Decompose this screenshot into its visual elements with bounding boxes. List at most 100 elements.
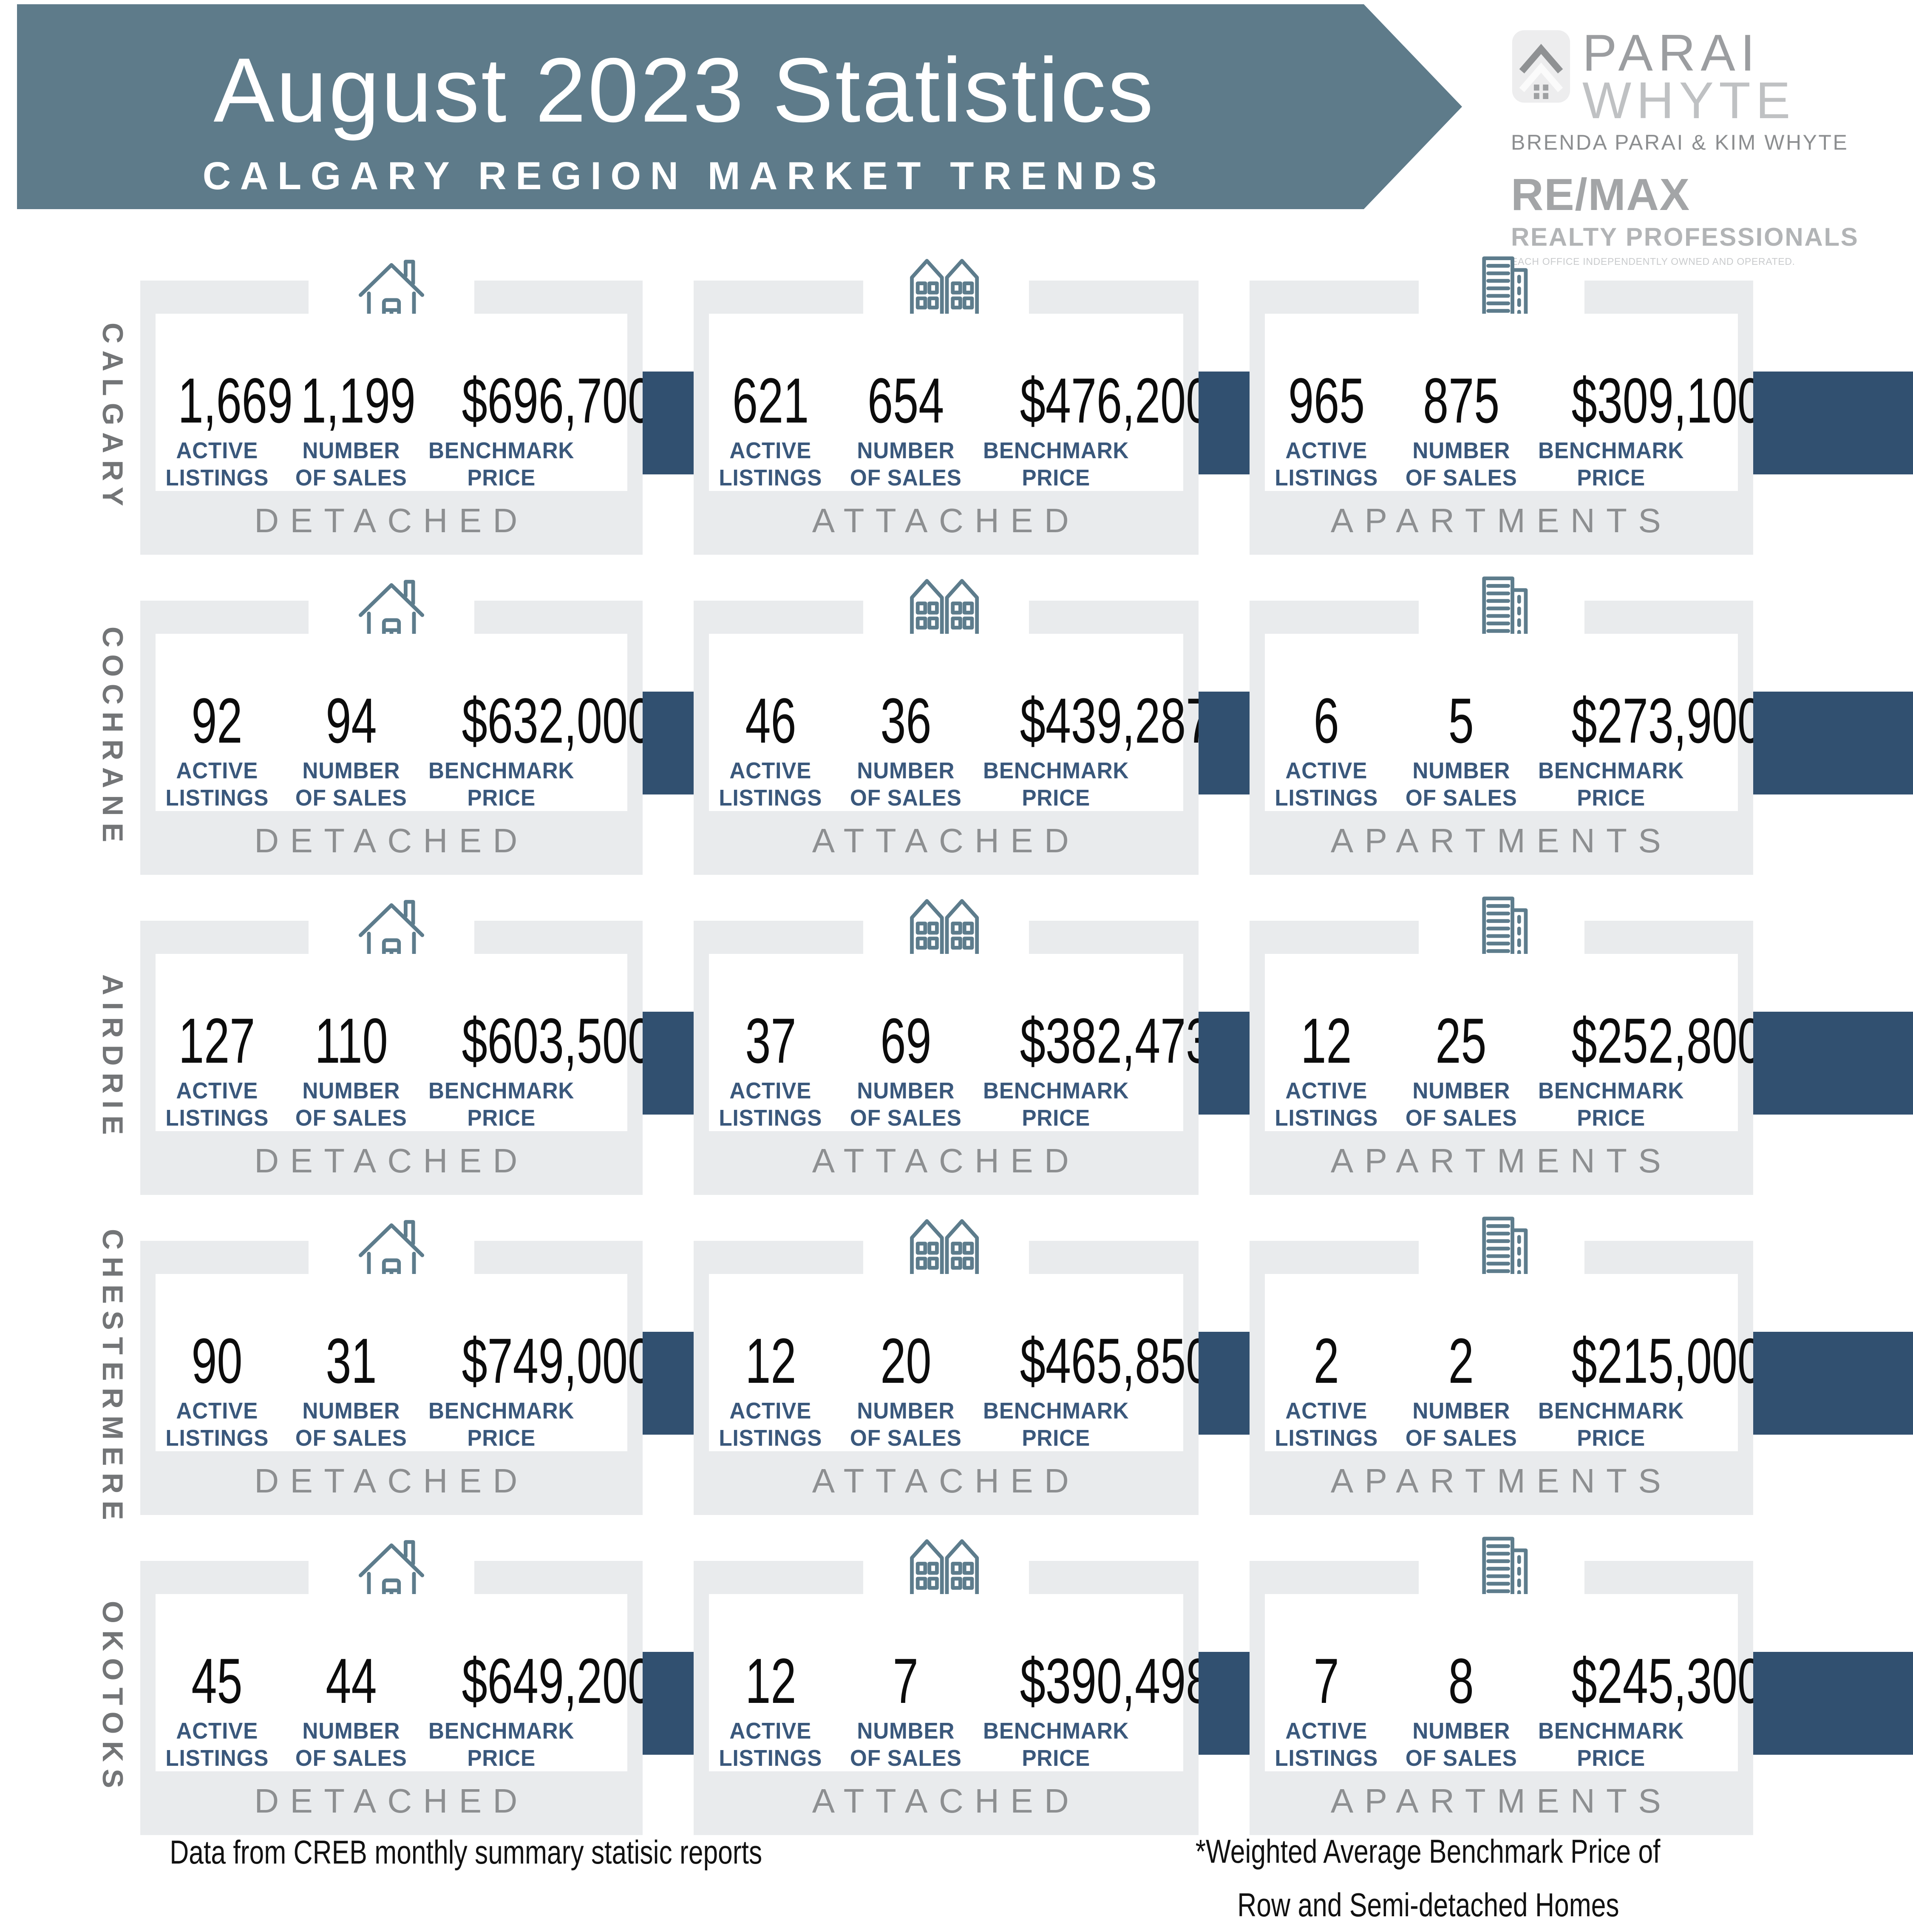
number-of-sales-value: 20 xyxy=(880,1325,932,1396)
stat-card-calgary-apartments: 965 875 $309,100 ACTIVE LISTINGS NUMBER OF… xyxy=(1250,281,1763,555)
benchmark-price-label: BENCHMARK PRICE xyxy=(1538,1718,1684,1771)
number-of-sales-label: NUMBER OF SALES xyxy=(850,1078,962,1131)
active-listings-value: 37 xyxy=(745,1005,796,1076)
number-of-sales-label: NUMBER OF SALES xyxy=(295,1398,407,1451)
active-listings-value: 90 xyxy=(191,1325,243,1396)
stat-card-airdrie-apartments: 12 25 $252,800 ACTIVE LISTINGS NUMBER OF S… xyxy=(1250,921,1763,1195)
number-of-sales-value: 110 xyxy=(315,1005,388,1076)
category-label: APARTMENTS xyxy=(1330,1462,1672,1500)
active-listings-value: 92 xyxy=(191,685,243,756)
active-listings-label: ACTIVE LISTINGS xyxy=(719,1078,822,1131)
stat-card-calgary-attached: 621 654 $476,200* ACTIVE LISTINGS NUMBER O… xyxy=(694,281,1229,555)
brand-name: PARAI WHYTE xyxy=(1582,27,1796,126)
number-of-sales-label: NUMBER OF SALES xyxy=(850,1398,962,1451)
connector-bar xyxy=(1753,1652,1913,1755)
benchmark-price-value: $603,500 xyxy=(462,1005,653,1076)
stat-card-cochrane-attached: 46 36 $439,287* ACTIVE LISTINGS NUMBER OF … xyxy=(694,601,1229,875)
category-label: APARTMENTS xyxy=(1330,1782,1672,1820)
number-of-sales-label: NUMBER OF SALES xyxy=(295,758,407,811)
stat-panel: 6 5 $273,900 ACTIVE LISTINGS NUMBER OF SAL… xyxy=(1265,634,1763,811)
benchmark-price-label: BENCHMARK PRICE xyxy=(428,438,574,491)
category-label: DETACHED xyxy=(254,822,529,860)
category-label: APARTMENTS xyxy=(1330,822,1672,860)
active-listings-label: ACTIVE LISTINGS xyxy=(165,438,269,491)
benchmark-price-value: $465,850* xyxy=(1020,1325,1230,1396)
stat-panel: 12 20 $465,850* ACTIVE LISTINGS NUMBER OF … xyxy=(709,1274,1229,1451)
benchmark-price-label: BENCHMARK PRICE xyxy=(983,1718,1129,1771)
number-of-sales-label: NUMBER OF SALES xyxy=(1405,758,1517,811)
connector-bar xyxy=(643,372,694,474)
stat-panel: 7 8 $245,300 ACTIVE LISTINGS NUMBER OF SAL… xyxy=(1265,1594,1763,1771)
stat-card-chestermere-detached: 90 31 $749,000 ACTIVE LISTINGS NUMBER OF S… xyxy=(140,1241,653,1515)
category-label: APARTMENTS xyxy=(1330,502,1672,539)
benchmark-price-value: $252,800 xyxy=(1571,1005,1763,1076)
active-listings-value: 7 xyxy=(1313,1645,1339,1716)
number-of-sales-label: NUMBER OF SALES xyxy=(850,758,962,811)
connector-bar xyxy=(643,1652,694,1755)
benchmark-price-value: $215,000 xyxy=(1571,1325,1763,1396)
active-listings-label: ACTIVE LISTINGS xyxy=(719,438,822,491)
benchmark-price-label: BENCHMARK PRICE xyxy=(983,1398,1129,1451)
connector-bar xyxy=(1199,1652,1250,1755)
stat-panel: 45 44 $649,200 ACTIVE LISTINGS NUMBER OF S… xyxy=(156,1594,653,1771)
category-label: ATTACHED xyxy=(812,1142,1080,1180)
stat-card-okotoks-detached: 45 44 $649,200 ACTIVE LISTINGS NUMBER OF S… xyxy=(140,1561,653,1835)
active-listings-label: ACTIVE LISTINGS xyxy=(1275,438,1378,491)
category-label: ATTACHED xyxy=(812,502,1080,539)
category-label: ATTACHED xyxy=(812,1782,1080,1820)
benchmark-price-label: BENCHMARK PRICE xyxy=(983,1078,1129,1131)
benchmark-price-label: BENCHMARK PRICE xyxy=(1538,1398,1684,1451)
stat-panel: 90 31 $749,000 ACTIVE LISTINGS NUMBER OF S… xyxy=(156,1274,653,1451)
category-label: DETACHED xyxy=(254,1462,529,1500)
city-label: COCHRANE xyxy=(96,626,129,849)
benchmark-price-value: $476,200* xyxy=(1020,365,1230,436)
number-of-sales-value: 7 xyxy=(893,1645,919,1716)
stat-card-calgary-detached: 1,669 1,199 $696,700 ACTIVE LISTINGS NUMB… xyxy=(140,281,653,555)
connector-bar xyxy=(1199,1012,1250,1115)
category-label: DETACHED xyxy=(254,1782,529,1820)
stat-panel: 621 654 $476,200* ACTIVE LISTINGS NUMBER O… xyxy=(709,314,1229,491)
city-label: CALGARY xyxy=(96,322,129,513)
benchmark-price-label: BENCHMARK PRICE xyxy=(1538,758,1684,811)
benchmark-price-label: BENCHMARK PRICE xyxy=(1538,1078,1684,1131)
number-of-sales-value: 8 xyxy=(1448,1645,1474,1716)
region-row-calgary: CALGARY 1,669 1,199 $696,700 ACTIVE LISTI… xyxy=(0,250,1913,555)
benchmark-price-value: $439,287* xyxy=(1020,685,1230,756)
stat-card-chestermere-apartments: 2 2 $215,000 ACTIVE LISTINGS NUMBER OF SAL… xyxy=(1250,1241,1763,1515)
benchmark-price-value: $632,000 xyxy=(462,685,653,756)
connector-bar xyxy=(1199,372,1250,474)
category-label: APARTMENTS xyxy=(1330,1142,1672,1180)
region-row-cochrane: COCHRANE 92 94 $632,000 ACTIVE LISTINGS N… xyxy=(0,570,1913,875)
house-chevron-icon xyxy=(1512,30,1570,103)
number-of-sales-label: NUMBER OF SALES xyxy=(1405,1718,1517,1771)
active-listings-label: ACTIVE LISTINGS xyxy=(1275,1718,1378,1771)
benchmark-price-label: BENCHMARK PRICE xyxy=(983,438,1129,491)
stat-card-cochrane-detached: 92 94 $632,000 ACTIVE LISTINGS NUMBER OF S… xyxy=(140,601,653,875)
connector-bar xyxy=(1753,692,1913,794)
connector-bar xyxy=(1753,1012,1913,1115)
stat-card-okotoks-apartments: 7 8 $245,300 ACTIVE LISTINGS NUMBER OF SAL… xyxy=(1250,1561,1763,1835)
stat-panel: 127 110 $603,500 ACTIVE LISTINGS NUMBER OF… xyxy=(156,954,653,1131)
number-of-sales-value: 31 xyxy=(326,1325,377,1396)
active-listings-value: 6 xyxy=(1313,685,1339,756)
number-of-sales-label: NUMBER OF SALES xyxy=(850,438,962,491)
stat-card-airdrie-detached: 127 110 $603,500 ACTIVE LISTINGS NUMBER OF… xyxy=(140,921,653,1195)
company-subname: REALTY PROFESSIONALS xyxy=(1511,223,1859,252)
connector-bar xyxy=(643,1332,694,1435)
benchmark-price-value: $749,000 xyxy=(462,1325,653,1396)
category-label: ATTACHED xyxy=(812,1462,1080,1500)
active-listings-value: 2 xyxy=(1313,1325,1339,1396)
number-of-sales-value: 44 xyxy=(326,1645,377,1716)
data-source-note: Data from CREB monthly summary statisic … xyxy=(170,1833,762,1871)
active-listings-label: ACTIVE LISTINGS xyxy=(165,1078,269,1131)
category-label: DETACHED xyxy=(254,502,529,539)
number-of-sales-label: NUMBER OF SALES xyxy=(1405,438,1517,491)
benchmark-price-label: BENCHMARK PRICE xyxy=(983,758,1129,811)
connector-bar xyxy=(1199,1332,1250,1435)
active-listings-value: 12 xyxy=(745,1645,796,1716)
benchmark-price-value: $696,700 xyxy=(462,365,653,436)
number-of-sales-label: NUMBER OF SALES xyxy=(295,1718,407,1771)
region-row-chestermere: CHESTERMERE 90 31 $749,000 ACTIVE LISTING… xyxy=(0,1210,1913,1527)
number-of-sales-label: NUMBER OF SALES xyxy=(295,1078,407,1131)
stat-card-okotoks-attached: 12 7 $390,498* ACTIVE LISTINGS NUMBER OF S… xyxy=(694,1561,1229,1835)
